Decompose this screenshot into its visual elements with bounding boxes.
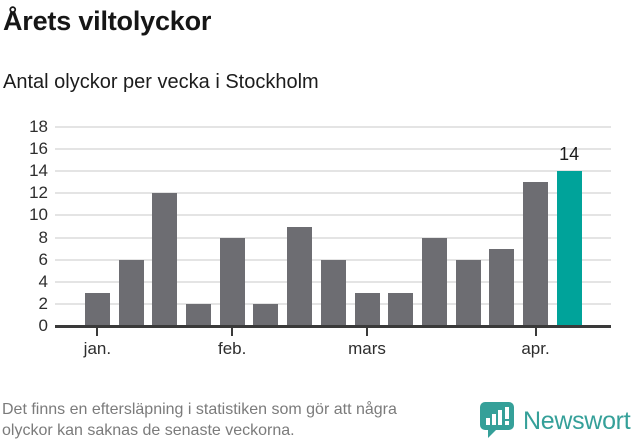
y-axis-tick-label: 6 bbox=[38, 249, 48, 269]
y-axis-tick-label: 2 bbox=[38, 293, 48, 313]
chart-title: Årets viltolyckor bbox=[3, 6, 212, 36]
bar bbox=[354, 292, 380, 326]
x-axis-tick bbox=[96, 328, 99, 336]
bar-highlighted bbox=[556, 171, 582, 326]
newsworthy-logo-icon bbox=[478, 400, 516, 439]
footer-note-line1: Det finns en eftersläpning i statistiken… bbox=[2, 401, 397, 418]
highlight-value-label: 14 bbox=[559, 144, 580, 165]
x-axis-tick-label: apr. bbox=[521, 339, 550, 358]
bar bbox=[186, 303, 211, 326]
bar bbox=[523, 182, 548, 326]
bar bbox=[287, 226, 313, 326]
y-axis-tick-label: 8 bbox=[38, 227, 48, 247]
gridline bbox=[55, 170, 611, 173]
y-axis-tick-label: 0 bbox=[38, 316, 48, 335]
bar bbox=[320, 259, 346, 326]
footer-note: Det finns en eftersläpning i statistiken… bbox=[2, 399, 397, 439]
gridline bbox=[55, 192, 611, 195]
x-axis-tick-label: jan. bbox=[83, 339, 112, 358]
bar bbox=[455, 259, 481, 326]
newsworthy-logo: Newsworthy bbox=[478, 400, 631, 439]
x-axis-tick-label: feb. bbox=[218, 339, 247, 358]
y-axis-tick-label: 16 bbox=[29, 139, 48, 159]
bar bbox=[489, 248, 515, 326]
y-axis-tick-label: 18 bbox=[29, 117, 48, 136]
bar bbox=[388, 292, 414, 326]
bar bbox=[219, 237, 245, 326]
bar bbox=[253, 303, 279, 326]
x-axis-tick-label: mars bbox=[348, 339, 386, 358]
bar bbox=[118, 259, 144, 326]
chart-subtitle: Antal olyckor per vecka i Stockholm bbox=[3, 71, 319, 93]
x-axis-tick bbox=[534, 328, 537, 336]
y-axis-tick-label: 4 bbox=[38, 271, 48, 291]
newsworthy-logo-text: Newsworthy bbox=[523, 407, 631, 435]
x-axis-tick bbox=[231, 328, 234, 336]
footer-note-line2: olyckor kan saknas de senaste veckorna. bbox=[2, 422, 295, 439]
bar bbox=[84, 292, 110, 326]
bar bbox=[421, 237, 447, 326]
y-axis-tick-label: 14 bbox=[29, 161, 48, 181]
bar bbox=[152, 193, 178, 326]
gridline bbox=[55, 214, 611, 217]
gridline bbox=[55, 126, 611, 128]
x-axis-line bbox=[55, 325, 611, 328]
gridline bbox=[55, 148, 611, 151]
x-axis-tick bbox=[366, 328, 368, 336]
y-axis-tick-label: 10 bbox=[29, 205, 48, 225]
y-axis-tick-label: 12 bbox=[29, 183, 48, 203]
gridline bbox=[55, 236, 611, 239]
